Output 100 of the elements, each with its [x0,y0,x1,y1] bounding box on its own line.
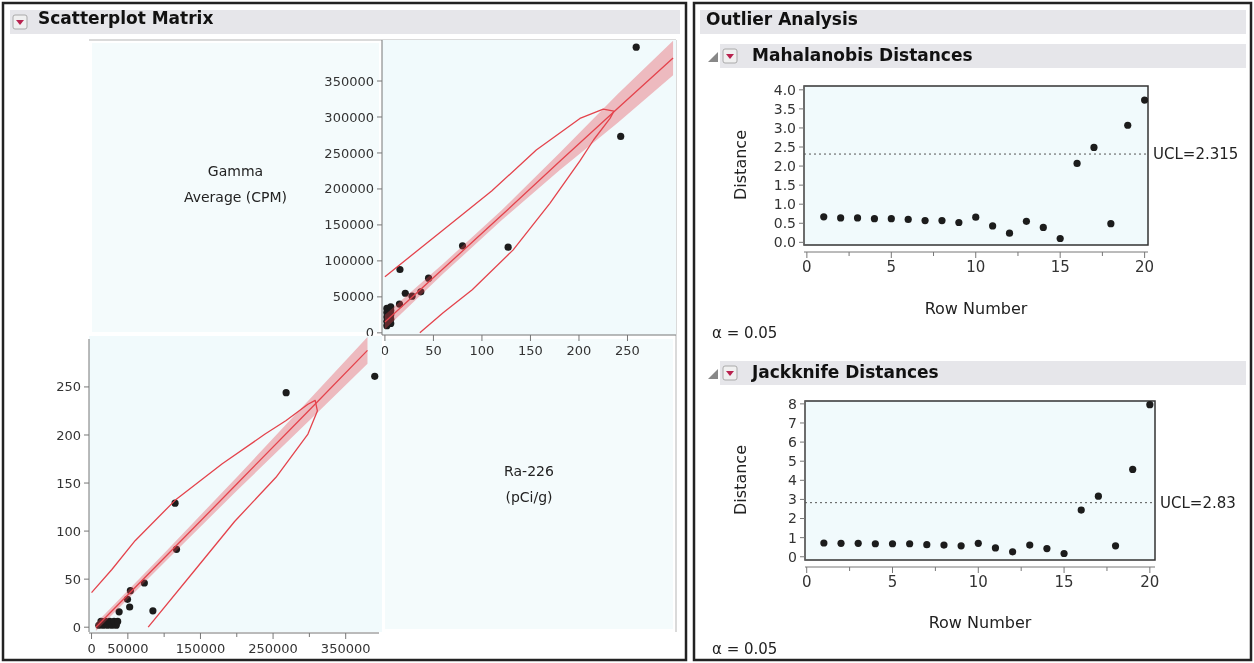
y-tick-label: 250000 [324,145,374,161]
y-tick-label: 2.0 [773,157,796,174]
point [282,389,290,397]
point [871,540,879,548]
point [888,540,897,548]
y-tick-label: 4 [788,472,798,489]
point [632,43,640,51]
y-axis-title: Gamma Average (CPM) [183,162,288,205]
point [126,603,134,611]
x-tick-label: 0 [801,573,812,591]
chart-title: Outlier Analysis [706,9,858,29]
point [991,544,1000,552]
point [396,265,404,274]
y-tick-label: 150000 [324,217,374,233]
y-tick-label: 3.5 [773,100,796,117]
y-tick-label: 2 [788,510,797,527]
point [837,539,845,547]
y-tick-label: 200 [56,427,81,443]
x-tick-label: 5 [886,258,897,276]
y-tick-label: 3.0 [773,119,796,136]
point [1073,159,1081,167]
point [1124,121,1132,129]
point [1022,217,1031,225]
point [1129,465,1137,474]
y-tick-label: 0 [72,619,81,635]
chart-subtitle: Mahalanobis Distances [752,45,973,65]
x-tick-label: 20 [1140,573,1160,591]
y-tick-label: 3 [788,491,797,508]
point [887,215,895,223]
x-tick-label: 250000 [248,641,298,656]
point [1005,229,1014,237]
y-tick-label: 0 [788,548,797,565]
point [955,218,963,227]
y-tick-label: 250 [56,379,81,395]
point [923,541,931,549]
point [906,540,914,548]
y-axis-title: Distance [731,445,750,515]
point [371,372,379,380]
point [989,222,997,230]
y-tick-label: 100000 [324,253,374,269]
point [940,541,948,549]
y-tick-label: 50000 [332,289,374,305]
ref-line-label: UCL=2.83 [1160,493,1236,512]
point [853,214,862,222]
point [1056,234,1064,243]
point [1060,549,1068,558]
point [1111,542,1120,550]
point [149,607,157,615]
point [1107,220,1115,228]
y-tick-label: 4.0 [773,81,796,98]
y-tick-label: 7 [788,414,797,431]
x-tick-label: 10 [968,573,988,591]
point [870,215,879,223]
point [172,545,181,553]
chart-title: Scatterplot Matrix [38,8,214,28]
x-tick-label: 0 [380,343,390,358]
point [1146,401,1154,409]
y-tick-label: 1.0 [773,196,796,213]
point [123,595,132,603]
chart-title: Jackknife Distances [751,362,939,382]
point [820,539,828,547]
x-axis-title: Ra-226 (pCi/g) [504,463,554,505]
ref-line-label: UCL=2.315 [1153,145,1239,164]
point [1043,544,1051,553]
y-tick-label: 350000 [324,73,374,89]
point [904,215,912,224]
x-tick-label: 5 [887,573,898,591]
point [1039,223,1047,232]
x-tick-label: 50 [425,343,442,358]
x-tick-label: 250 [615,343,640,358]
x-tick-label: 20 [1135,258,1155,276]
x-tick-label: 0 [87,641,96,656]
point [974,539,982,547]
point [401,289,409,297]
y-tick-label: 150 [56,475,81,491]
point [458,242,467,250]
point [1026,541,1034,549]
y-tick-label: 6 [788,433,798,450]
point [921,217,929,225]
point [114,617,122,626]
x-axis-title: Row Number [924,299,1028,318]
y-tick-label: 2.5 [773,138,796,155]
x-tick-label: 0 [802,258,812,276]
y-tick-label: 300000 [324,109,374,125]
point [837,214,845,222]
y-axis-title: Distance [731,130,750,200]
y-tick-label: 1.5 [773,177,796,194]
x-axis-title: Row Number [928,613,1032,632]
x-tick-label: 10 [966,258,986,276]
x-tick-label: 150000 [175,641,226,656]
y-tick-label: 100 [56,523,81,539]
x-tick-label: 150 [518,343,543,358]
y-tick-label: 8 [788,395,797,412]
x-tick-label: 15 [1054,573,1074,591]
point [1009,548,1017,556]
y-tick-label: 5 [788,453,797,470]
point [140,579,148,587]
point [1094,492,1102,500]
text: α = 0.05 [712,640,778,658]
x-tick-label: 100 [469,343,495,358]
